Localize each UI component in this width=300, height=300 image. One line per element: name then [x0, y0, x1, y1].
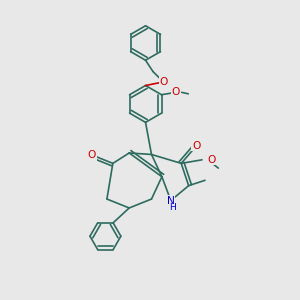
Text: O: O	[159, 77, 168, 87]
Text: O: O	[207, 155, 216, 165]
Text: O: O	[172, 87, 180, 97]
Text: O: O	[192, 140, 200, 151]
Text: H: H	[169, 203, 176, 212]
Text: O: O	[88, 150, 96, 161]
Text: N: N	[167, 196, 175, 206]
